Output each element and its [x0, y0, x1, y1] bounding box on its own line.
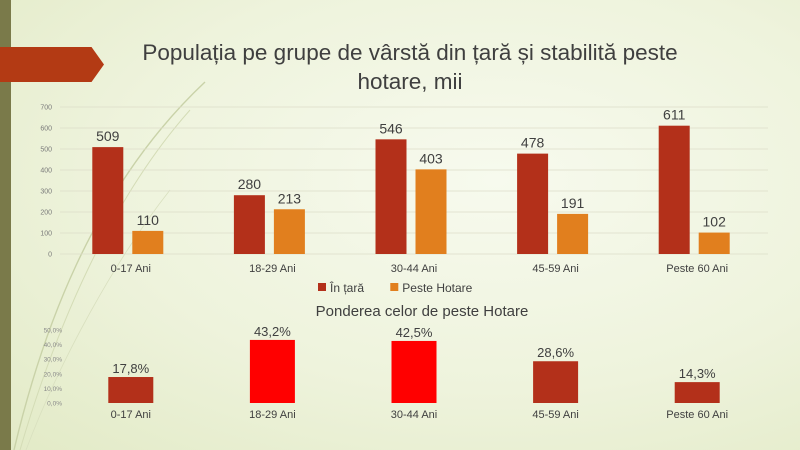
- y-tick-label: 30,0%: [44, 357, 63, 364]
- bar-peste-hotare: [132, 230, 164, 254]
- y-tick-label: 200: [40, 210, 52, 217]
- bar-share: [249, 339, 295, 403]
- y-tick-label: 50,0%: [44, 328, 63, 335]
- data-label: 478: [521, 135, 545, 151]
- bar-in-tara: [517, 153, 549, 254]
- data-label: 110: [137, 212, 160, 228]
- legend-label: Peste Hotare: [402, 281, 472, 295]
- x-tick-label: 18-29 Ani: [249, 263, 295, 275]
- x-tick-label: 45-59 Ani: [532, 263, 578, 275]
- legend-swatch: [390, 283, 399, 291]
- left-decor-bar: [0, 0, 11, 450]
- data-label: 14,3%: [679, 366, 716, 381]
- y-tick-label: 20,0%: [44, 371, 63, 378]
- legend-swatch: [318, 283, 326, 291]
- title-accent-tab: [0, 47, 104, 82]
- x-tick-label: Peste 60 Ani: [666, 409, 728, 421]
- data-label: 213: [278, 190, 302, 206]
- data-label: 280: [238, 176, 262, 192]
- y-tick-label: 600: [40, 126, 52, 133]
- data-label: 17,8%: [112, 361, 149, 376]
- y-tick-label: 10,0%: [44, 386, 63, 393]
- bar-share: [533, 361, 579, 403]
- y-tick-label: 0: [48, 252, 52, 259]
- bar-in-tara: [658, 125, 690, 254]
- x-tick-label: Peste 60 Ani: [666, 263, 728, 275]
- bar-peste-hotare: [557, 213, 589, 254]
- bar-peste-hotare: [698, 232, 730, 254]
- data-label: 191: [561, 195, 585, 211]
- slide-title: Populația pe grupe de vârstă din țară și…: [142, 40, 678, 94]
- y-tick-label: 40,0%: [44, 342, 63, 349]
- y-tick-label: 400: [40, 168, 52, 175]
- y-tick-label: 700: [40, 105, 52, 112]
- population-bar-chart: 0 100 200 300 400 500 600 700 509 110 0-17 Ani 280 2…: [40, 105, 768, 295]
- data-label: 28,6%: [537, 345, 574, 360]
- y-tick-label: 500: [40, 147, 52, 154]
- data-label: 509: [96, 128, 120, 144]
- data-label: 43,2%: [254, 324, 291, 339]
- x-tick-label: 0-17 Ani: [111, 409, 151, 421]
- chart-subtitle: Ponderea celor de peste Hotare: [316, 303, 529, 320]
- y-tick-label: 300: [40, 189, 52, 196]
- x-tick-label: 30-44 Ani: [391, 263, 437, 275]
- x-tick-label: 0-17 Ani: [111, 263, 151, 275]
- x-tick-label: 18-29 Ani: [249, 409, 295, 421]
- bar-peste-hotare: [415, 169, 447, 254]
- x-tick-label: 45-59 Ani: [532, 409, 578, 421]
- bar-peste-hotare: [273, 209, 305, 254]
- data-label: 611: [663, 107, 686, 123]
- bar-in-tara: [92, 147, 124, 254]
- bar-in-tara: [375, 139, 407, 254]
- data-label: 403: [419, 150, 443, 166]
- share-abroad-bar-chart: Ponderea celor de peste Hotare 0,0% 10,0% 2…: [44, 303, 729, 421]
- bar-share: [674, 382, 720, 403]
- data-label: 102: [703, 214, 727, 230]
- bar-share: [108, 377, 154, 403]
- legend-label: În țară: [329, 280, 364, 295]
- bar-in-tara: [233, 195, 265, 254]
- data-label: 42,5%: [396, 325, 433, 340]
- x-tick-label: 30-44 Ani: [391, 409, 437, 421]
- bar-share: [391, 340, 437, 403]
- data-label: 546: [379, 120, 403, 136]
- y-tick-label: 100: [40, 231, 52, 238]
- y-tick-label: 0,0%: [47, 401, 62, 408]
